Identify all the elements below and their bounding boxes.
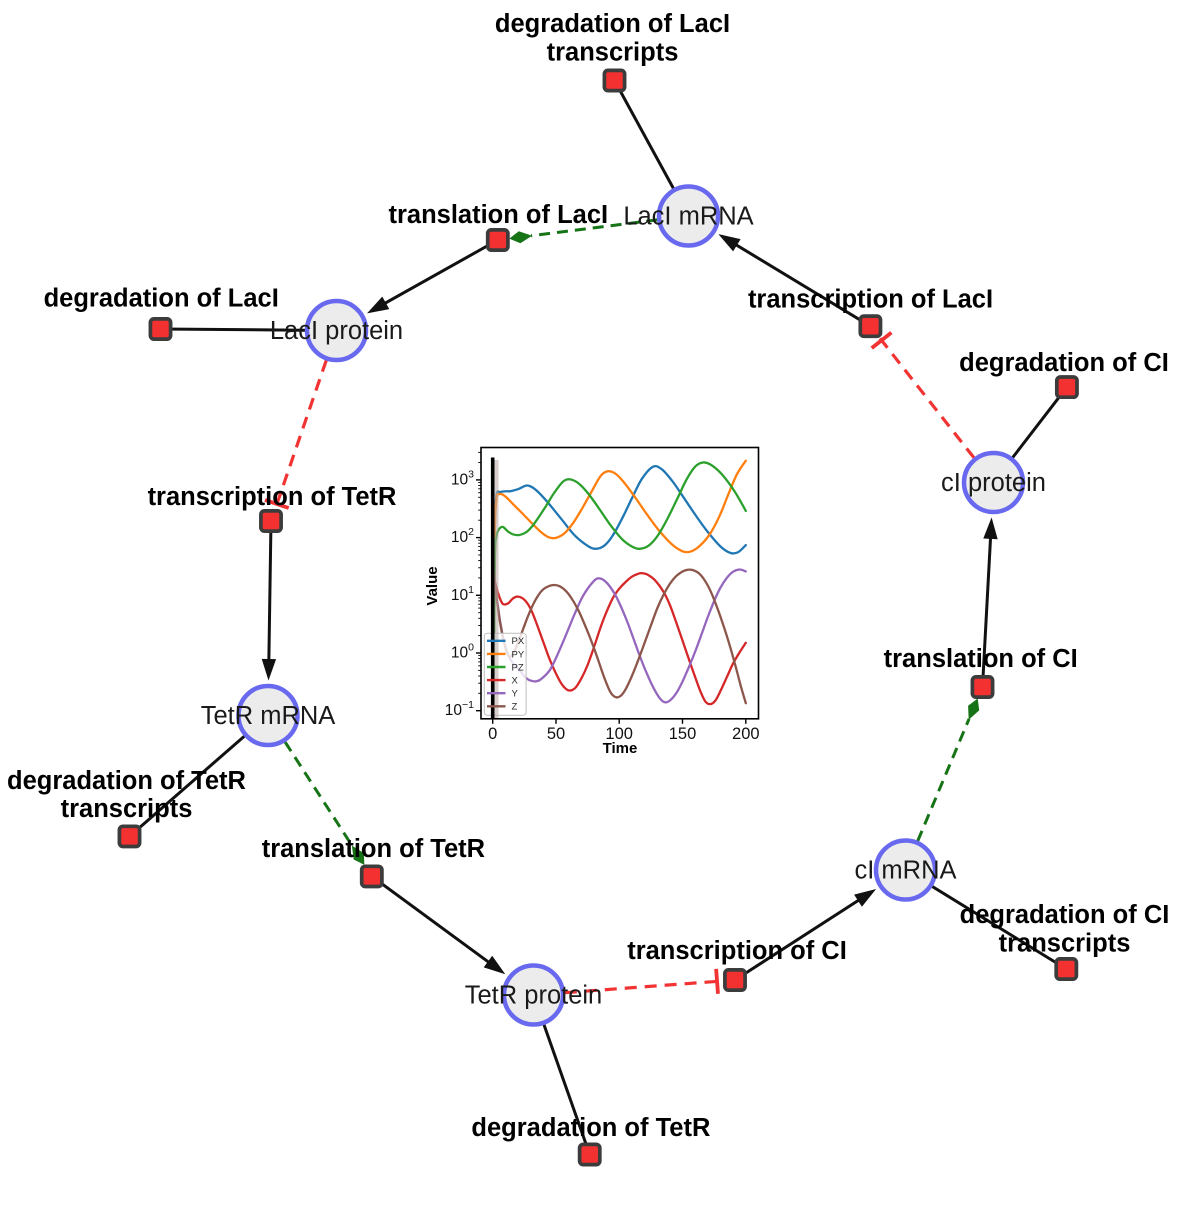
svg-text:PZ: PZ [512,662,524,673]
svg-text:0: 0 [488,725,497,743]
svg-text:100: 100 [605,725,633,743]
svg-text:degradation of LacI: degradation of LacI [495,10,730,38]
svg-text:transcripts: transcripts [999,929,1131,957]
svg-text:Z: Z [512,702,518,713]
svg-text:50: 50 [547,725,565,743]
svg-text:cI mRNA: cI mRNA [855,857,957,885]
svg-text:transcripts: transcripts [61,795,193,823]
svg-text:translation of TetR: translation of TetR [262,835,485,863]
svg-text:translation of CI: translation of CI [884,645,1078,673]
svg-text:degradation of LacI: degradation of LacI [44,285,279,313]
svg-text:degradation of TetR: degradation of TetR [471,1114,710,1142]
svg-text:X: X [512,676,519,687]
svg-text:TetR mRNA: TetR mRNA [201,702,336,730]
svg-text:Y: Y [512,689,519,700]
svg-text:LacI mRNA: LacI mRNA [623,203,753,231]
svg-text:cI protein: cI protein [941,469,1046,497]
svg-text:PY: PY [512,649,525,660]
svg-text:transcription of TetR: transcription of TetR [148,483,397,511]
svg-text:Time: Time [603,740,638,757]
svg-text:translation of LacI: translation of LacI [388,201,608,229]
svg-text:transcription of CI: transcription of CI [627,937,847,965]
svg-text:150: 150 [669,725,697,743]
svg-text:200: 200 [732,725,760,743]
svg-text:degradation of TetR: degradation of TetR [7,767,246,795]
svg-text:degradation of CI: degradation of CI [960,901,1170,929]
svg-text:LacI protein: LacI protein [270,317,403,345]
svg-text:degradation of CI: degradation of CI [959,349,1169,377]
svg-text:PX: PX [512,636,525,647]
svg-text:TetR protein: TetR protein [465,982,603,1010]
svg-text:transcripts: transcripts [547,39,679,67]
svg-text:transcription of LacI: transcription of LacI [748,286,993,314]
svg-text:Value: Value [424,566,441,605]
